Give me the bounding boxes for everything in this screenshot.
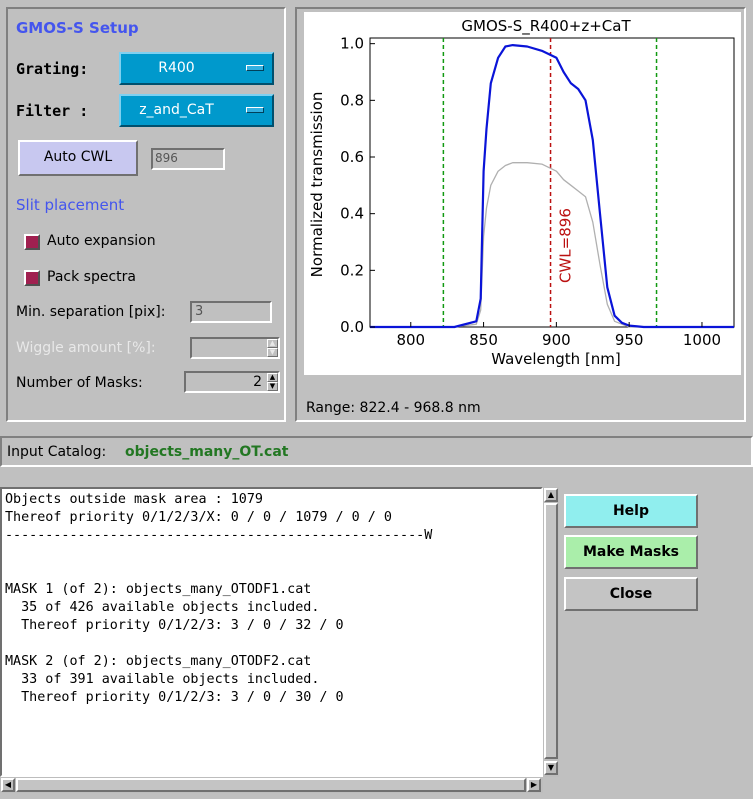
auto-expansion-label: Auto expansion <box>47 233 156 249</box>
grating-select[interactable]: R400 <box>119 52 274 85</box>
filter-label: Filter : <box>16 102 89 120</box>
vertical-scroll-thumb[interactable] <box>544 503 558 759</box>
plot-area: CWL=896 800 850 900 950 1000 0.0 0.2 0.4 0.6 0.8 1.… <box>304 12 741 375</box>
number-of-masks-value: 2 <box>253 374 262 390</box>
spin-up-icon[interactable]: ▲ <box>267 373 278 382</box>
y-axis-label: Normalized transmission <box>308 92 326 278</box>
cwl-label: CWL=896 <box>557 208 575 283</box>
output-text[interactable]: Objects outside mask area : 1079 Thereof… <box>2 489 541 775</box>
x-tick-label: 1000 <box>683 331 721 349</box>
spin-down-icon[interactable]: ▼ <box>267 348 278 357</box>
plot-frame <box>369 37 735 328</box>
option-menu-indicator-icon <box>246 65 264 71</box>
min-separation-field[interactable]: 3 <box>190 301 272 323</box>
x-axis-label: Wavelength [nm] <box>491 350 621 368</box>
catalog-row: Input Catalog: objects_many_OT.cat <box>0 436 753 467</box>
number-of-masks-label: Number of Masks: <box>16 375 143 391</box>
auto-expansion-checkbox[interactable] <box>24 234 40 250</box>
grating-label: Grating: <box>16 60 89 78</box>
number-of-masks-field[interactable]: 2 ▲ ▼ <box>184 371 280 393</box>
filter-value: z_and_CaT <box>139 102 214 118</box>
wiggle-spinner[interactable]: ▲ ▼ <box>267 339 278 357</box>
spin-up-icon[interactable]: ▲ <box>267 339 278 348</box>
cwl-field[interactable]: 896 <box>151 148 225 170</box>
setup-panel: GMOS-S Setup Grating: R400 Filter : z_an… <box>6 7 286 422</box>
y-tick-label: 0.8 <box>340 91 364 109</box>
x-tick-label: 800 <box>396 331 425 349</box>
scroll-right-icon[interactable]: ▶ <box>527 778 541 792</box>
transmission-chart: CWL=896 800 850 900 950 1000 0.0 0.2 0.4 0.6 0.8 1.… <box>308 17 735 368</box>
chart-title: GMOS-S_R400+z+CaT <box>461 17 631 36</box>
pack-spectra-checkbox[interactable] <box>24 270 40 286</box>
wiggle-amount-field[interactable]: ▲ ▼ <box>190 337 280 359</box>
slit-placement-title: Slit placement <box>16 196 125 214</box>
series-line <box>370 43 734 329</box>
make-masks-button[interactable]: Make Masks <box>564 535 698 569</box>
scroll-up-icon[interactable]: ▲ <box>544 488 558 502</box>
x-tick-label: 950 <box>615 331 644 349</box>
output-textarea-frame: Objects outside mask area : 1079 Thereof… <box>0 487 543 777</box>
plot-panel: CWL=896 800 850 900 950 1000 0.0 0.2 0.4 0.6 0.8 1.… <box>295 7 746 422</box>
setup-title: GMOS-S Setup <box>16 19 139 37</box>
scroll-down-icon[interactable]: ▼ <box>544 761 558 775</box>
x-tick-label: 900 <box>542 331 571 349</box>
x-tick-label: 850 <box>469 331 498 349</box>
input-catalog-label: Input Catalog: <box>7 444 107 460</box>
horizontal-scrollbar[interactable]: ◀ ▶ <box>0 777 543 793</box>
option-menu-indicator-icon <box>246 107 264 113</box>
y-tick-label: 0.0 <box>340 318 364 336</box>
series-line <box>370 162 734 328</box>
close-button[interactable]: Close <box>564 577 698 611</box>
masks-spinner[interactable]: ▲ ▼ <box>267 373 278 391</box>
spin-down-icon[interactable]: ▼ <box>267 382 278 391</box>
min-separation-label: Min. separation [pix]: <box>16 304 166 320</box>
pack-spectra-label: Pack spectra <box>47 269 136 285</box>
scroll-left-icon[interactable]: ◀ <box>1 778 15 792</box>
wiggle-amount-label: Wiggle amount [%]: <box>16 340 156 356</box>
y-tick-label: 1.0 <box>340 35 364 53</box>
filter-select[interactable]: z_and_CaT <box>119 94 274 127</box>
auto-cwl-button[interactable]: Auto CWL <box>18 140 138 176</box>
range-text: Range: 822.4 - 968.8 nm <box>306 400 481 416</box>
grating-value: R400 <box>158 60 195 76</box>
help-button[interactable]: Help <box>564 494 698 528</box>
horizontal-scroll-thumb[interactable] <box>16 778 526 792</box>
y-tick-label: 0.4 <box>340 205 364 223</box>
vertical-scrollbar[interactable]: ▲ ▼ <box>543 487 559 777</box>
y-tick-label: 0.2 <box>340 261 364 279</box>
input-catalog-value: objects_many_OT.cat <box>125 444 289 460</box>
y-tick-label: 0.6 <box>340 148 364 166</box>
